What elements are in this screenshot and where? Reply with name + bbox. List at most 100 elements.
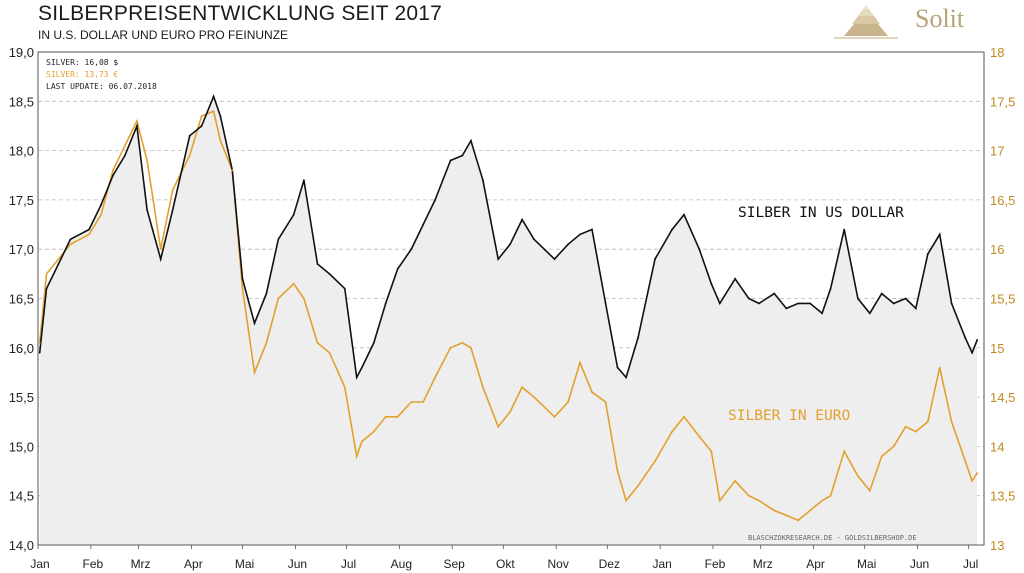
eur-data-point	[843, 450, 846, 453]
usd-data-point	[343, 287, 346, 290]
eur-data-point	[637, 484, 639, 487]
usd-data-point	[809, 302, 812, 305]
usd-data-point	[253, 322, 256, 325]
usd-data-point	[88, 228, 91, 231]
usd-area-fill	[39, 96, 978, 546]
usd-data-point	[159, 258, 162, 260]
eur-data-point	[829, 494, 832, 497]
y-right-tick-label: 13	[990, 538, 1004, 553]
plot-frame	[37, 51, 985, 546]
eur-data-point	[509, 410, 512, 413]
eur-data-point	[747, 494, 750, 497]
y-left-tick-label: 14,5	[9, 489, 34, 504]
usd-data-point	[497, 258, 500, 260]
x-tick-label: Jun	[910, 557, 929, 571]
eur-data-point	[758, 499, 760, 502]
usd-data-point	[683, 213, 685, 216]
eur-data-point	[159, 248, 162, 251]
eur-data-point	[926, 420, 929, 423]
usd-data-point	[135, 125, 138, 127]
eur-data-point	[579, 361, 581, 364]
x-tick-label: Jul	[341, 557, 356, 571]
eur-data-point	[360, 440, 363, 443]
x-tick-label: Nov	[547, 557, 568, 571]
eur-data-point	[410, 401, 413, 403]
x-tick-label: Aug	[391, 557, 412, 571]
eur-data-point	[880, 455, 883, 458]
y-right-tick-label: 14	[990, 439, 1004, 454]
x-tick-label: Mai	[857, 557, 876, 571]
usd-data-point	[241, 277, 244, 280]
y-left-tick-label: 18,0	[9, 144, 34, 159]
usd-data-point	[829, 287, 832, 290]
eur-data-point	[964, 460, 967, 463]
y-right-tick-label: 16	[990, 242, 1004, 257]
eur-data-point	[69, 243, 72, 246]
eur-data-point	[355, 455, 358, 458]
usd-data-point	[654, 258, 656, 260]
usd-data-point	[328, 272, 331, 275]
usd-data-point	[591, 228, 593, 231]
x-tick-label: Dez	[599, 557, 620, 571]
usd-data-point	[188, 134, 191, 137]
x-tick-label: Mrz	[131, 557, 151, 571]
eur-data-point	[809, 509, 812, 512]
usd-data-point	[785, 307, 788, 310]
eur-data-point	[57, 258, 60, 260]
eur-data-point	[135, 120, 138, 122]
eur-data-point	[773, 509, 776, 512]
usd-data-point	[219, 115, 222, 117]
usd-data-point	[698, 248, 701, 251]
usd-data-point	[718, 302, 721, 305]
eur-data-point	[470, 346, 472, 349]
eur-data-point	[868, 489, 871, 492]
usd-data-point	[892, 302, 895, 305]
usd-data-point	[821, 312, 823, 315]
x-tick-label: Feb	[705, 557, 726, 571]
eur-data-point	[434, 376, 437, 379]
usd-data-point	[57, 263, 60, 265]
eur-data-point	[797, 519, 800, 522]
usd-data-point	[904, 297, 907, 300]
usd-data-point	[579, 233, 581, 236]
eur-data-point	[231, 169, 234, 172]
usd-data-point	[710, 282, 713, 285]
eur-data-point	[616, 470, 619, 472]
eur-data-point	[625, 499, 627, 502]
x-tick-label: Jan	[652, 557, 671, 571]
x-tick-label: Apr	[184, 557, 203, 571]
y-left-tick-label: 18,5	[9, 94, 34, 109]
usd-data-point	[38, 351, 41, 354]
usd-data-point	[671, 228, 673, 231]
eur-data-point	[171, 189, 174, 191]
usd-data-point	[265, 292, 268, 295]
usd-data-point	[604, 302, 607, 305]
usd-data-point	[200, 125, 203, 127]
usd-data-point	[773, 292, 776, 295]
usd-data-point	[843, 228, 846, 231]
eur-data-point	[698, 435, 701, 438]
usd-data-point	[355, 376, 358, 379]
y-left-tick-label: 17,5	[9, 193, 34, 208]
usd-data-point	[509, 243, 512, 246]
usd-data-point	[625, 376, 627, 379]
eur-data-point	[892, 445, 895, 448]
y-right-tick-label: 16,5	[990, 193, 1015, 208]
usd-data-point	[372, 341, 375, 344]
eur-data-point	[497, 425, 500, 428]
info-silver-eur: SILVER: 13,73 €	[46, 70, 119, 79]
usd-data-point	[914, 307, 917, 310]
eur-data-point	[328, 351, 331, 354]
eur-data-point	[734, 480, 737, 482]
eur-data-point	[241, 287, 244, 290]
usd-data-point	[112, 174, 114, 177]
usd-data-point	[434, 199, 437, 201]
x-tick-label: Jul	[963, 557, 978, 571]
eur-data-point	[481, 386, 484, 389]
y-left-tick-label: 16,5	[9, 292, 34, 307]
chart-subtitle: IN U.S. DOLLAR UND EURO PRO FEINUNZE	[38, 28, 289, 42]
brand-logo-icon	[834, 5, 898, 39]
eur-data-point	[785, 514, 788, 517]
eur-data-point	[449, 346, 452, 349]
